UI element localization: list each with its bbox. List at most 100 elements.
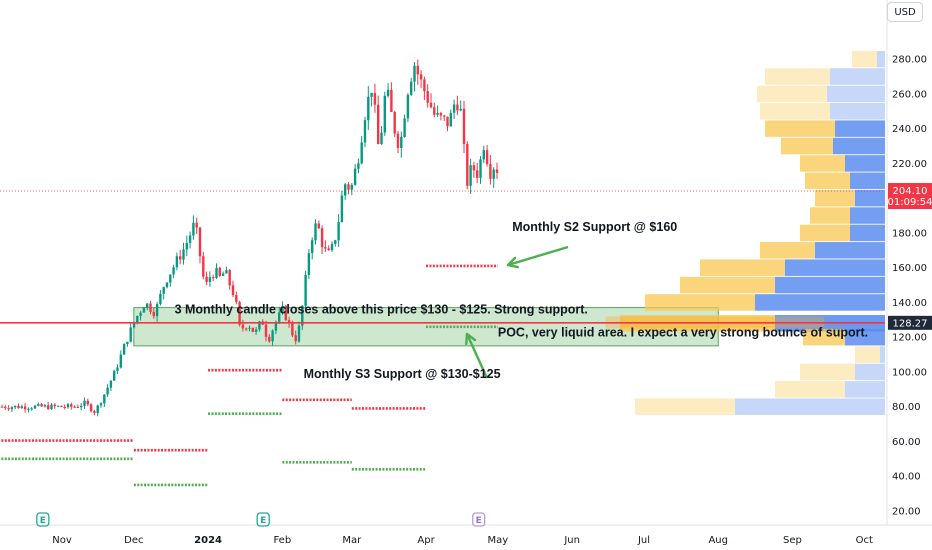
candle-body xyxy=(155,304,159,317)
y-tick-label: 120.00 xyxy=(892,333,927,344)
volume-bar-down xyxy=(765,120,835,137)
candle-body xyxy=(254,329,258,332)
candle-body xyxy=(142,307,146,313)
candle-body xyxy=(23,406,27,410)
earnings-marker[interactable]: E xyxy=(256,512,270,527)
candle-body xyxy=(50,404,53,410)
volume-bar-down xyxy=(700,259,785,276)
volume-bar-down xyxy=(635,398,735,415)
candle-body xyxy=(0,406,4,408)
candle-body xyxy=(264,324,268,337)
candle-body xyxy=(377,104,380,145)
y-tick-label: 280.00 xyxy=(892,55,927,66)
candle-body xyxy=(14,405,17,408)
earnings-label: E xyxy=(260,516,266,526)
candle-body xyxy=(373,92,377,105)
candle-body xyxy=(73,406,76,408)
candle-body xyxy=(192,222,195,236)
candle-body xyxy=(113,370,116,381)
volume-bar-up xyxy=(850,172,885,190)
volume-bar-up xyxy=(815,242,885,259)
candle-body xyxy=(469,165,472,186)
volume-bar-down xyxy=(765,68,830,85)
candle-body xyxy=(182,249,185,260)
candle-body xyxy=(10,407,14,410)
candle-body xyxy=(76,406,80,408)
x-tick-label: Sep xyxy=(783,535,802,546)
candle-body xyxy=(43,405,47,407)
x-tick-label: Feb xyxy=(273,535,291,546)
candle-body xyxy=(99,403,103,406)
candle-body xyxy=(169,274,172,283)
x-tick-label: Mar xyxy=(342,535,362,546)
candle-body xyxy=(258,321,261,330)
candle-body xyxy=(152,311,155,317)
volume-bar-down xyxy=(800,363,855,381)
candle-body xyxy=(304,274,307,306)
candle-body xyxy=(433,107,436,115)
candle-body xyxy=(251,327,254,332)
bar-countdown-label: 01:09:54 xyxy=(888,197,932,208)
candle-body xyxy=(202,256,205,277)
volume-bar-down xyxy=(757,85,827,103)
y-tick-label: 60.00 xyxy=(892,437,921,448)
candle-body xyxy=(439,112,443,116)
x-tick-label: Oct xyxy=(856,535,873,546)
time-axis[interactable]: Nov Dec 2024 Feb Mar Apr May Jun Jul Aug Sep Oct xyxy=(0,524,932,546)
volume-bar-up xyxy=(877,50,885,68)
candle-body xyxy=(80,405,83,408)
candle-body xyxy=(146,303,149,308)
candle-body xyxy=(291,322,294,336)
y-tick-label: 220.00 xyxy=(892,159,927,170)
volume-bar-up xyxy=(845,155,885,172)
arrow-line xyxy=(465,333,489,379)
candle-body xyxy=(489,164,492,179)
candle-body xyxy=(93,411,96,413)
volume-bar-up xyxy=(845,381,885,398)
volume-bar-up xyxy=(755,294,885,311)
volume-bar-up xyxy=(830,68,885,85)
y-tick-label: 240.00 xyxy=(892,124,927,135)
candle-body xyxy=(400,136,403,148)
volume-bar-down xyxy=(760,242,815,259)
candle-body xyxy=(459,108,462,111)
volume-bar-down xyxy=(760,103,830,120)
candle-body xyxy=(281,306,284,313)
y-tick-label: 260.00 xyxy=(892,89,927,100)
candle-body xyxy=(390,89,393,112)
candle-body xyxy=(287,320,291,323)
candle-body xyxy=(271,330,274,342)
x-tick-label: Nov xyxy=(52,535,72,546)
candle-body xyxy=(301,305,304,326)
candle-body xyxy=(294,335,297,342)
candle-body xyxy=(429,102,433,108)
volume-bar-up xyxy=(855,189,885,207)
candle-body xyxy=(106,387,109,395)
volume-bar-up xyxy=(833,137,885,155)
candle-body xyxy=(89,404,93,412)
candle-body xyxy=(268,336,271,342)
earnings-marker[interactable]: E xyxy=(472,512,486,527)
y-tick-label: 180.00 xyxy=(892,228,927,239)
earnings-label: E xyxy=(476,516,482,526)
candle-body xyxy=(472,165,476,171)
x-tick-label: Jul xyxy=(637,535,650,546)
y-tick-label: 40.00 xyxy=(892,472,921,483)
earnings-marker[interactable]: E xyxy=(36,512,50,527)
candle-body xyxy=(17,405,20,409)
candle-body xyxy=(416,65,419,75)
candle-body xyxy=(317,223,320,229)
candle-body xyxy=(396,133,400,148)
y-tick-label: 140.00 xyxy=(892,298,927,309)
candle-body xyxy=(334,240,337,244)
candle-body xyxy=(462,108,466,144)
volume-bar-down xyxy=(800,155,845,172)
candle-body xyxy=(40,404,43,407)
currency-button[interactable]: USD xyxy=(887,2,923,22)
volume-bar-down xyxy=(645,294,755,311)
price-axis[interactable]: 20.00 40.00 60.00 80.00 100.00 120.00 140.00 16… xyxy=(886,0,927,525)
x-tick-label: May xyxy=(488,535,509,546)
candle-body xyxy=(212,277,215,279)
